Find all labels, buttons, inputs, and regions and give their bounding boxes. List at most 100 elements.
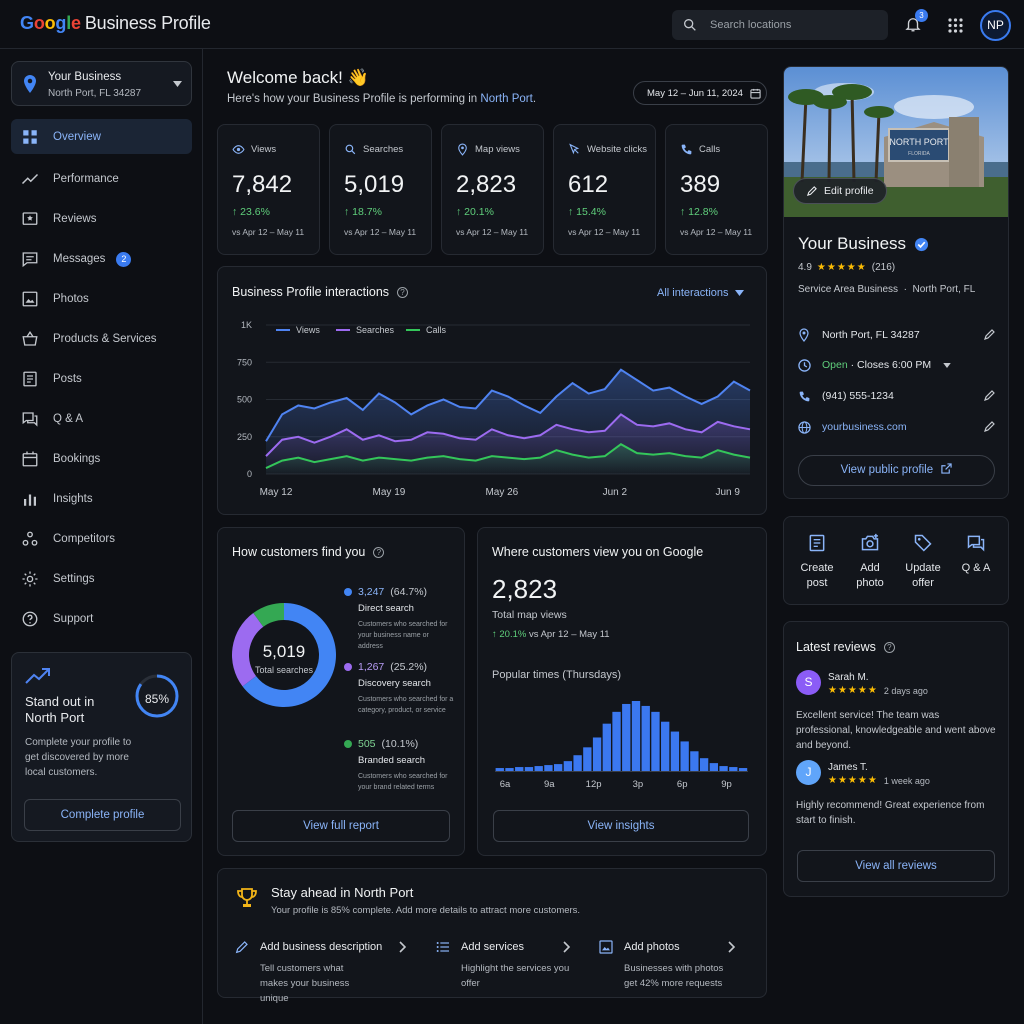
- hours-row[interactable]: Open · Closes 6:00 PM: [798, 355, 995, 375]
- sidebar-item-messages[interactable]: Messages 2: [11, 239, 192, 279]
- popular-times-bar[interactable]: [680, 741, 689, 771]
- website-row[interactable]: yourbusiness.com: [798, 417, 995, 437]
- sidebar-item-bookings[interactable]: Bookings: [11, 439, 192, 479]
- donut-slice-branded-search[interactable]: [253, 603, 284, 627]
- apps-grid-button[interactable]: [948, 18, 963, 33]
- popular-times-bar[interactable]: [505, 768, 514, 771]
- popular-times-bar[interactable]: [495, 768, 504, 771]
- edit-pencil-icon[interactable]: [983, 421, 995, 433]
- date-range-picker[interactable]: May 12 – Jun 11, 2024: [633, 81, 767, 105]
- caret-down-icon[interactable]: [943, 362, 951, 368]
- sidebar-item-posts[interactable]: Posts: [11, 359, 192, 399]
- stat-card-map-views[interactable]: Map views 2,823 ↑ 20.1% vs Apr 12 – May 11: [441, 124, 544, 255]
- popular-times-bar[interactable]: [583, 747, 592, 771]
- quick-action-update-offer[interactable]: Update offer: [898, 533, 948, 591]
- sidebar-item-performance[interactable]: Performance: [11, 159, 192, 199]
- stat-card-calls[interactable]: Calls 389 ↑ 12.8% vs Apr 12 – May 11: [665, 124, 768, 255]
- popular-times-bar[interactable]: [699, 758, 709, 771]
- popular-times-bar[interactable]: [553, 764, 563, 771]
- website-link[interactable]: yourbusiness.com: [822, 421, 907, 433]
- popular-times-bar[interactable]: [738, 768, 748, 771]
- logo-brand: Google: [20, 13, 81, 33]
- quick-action-create-post[interactable]: Create post: [792, 533, 842, 591]
- stat-card-searches[interactable]: Searches 5,019 ↑ 18.7% vs Apr 12 – May 11: [329, 124, 432, 255]
- suggestion-add-services[interactable]: Add services Highlight the services you o…: [435, 939, 615, 991]
- apps-grid-icon: [948, 18, 963, 33]
- sidebar-item-reviews[interactable]: Reviews: [11, 199, 192, 239]
- popular-times-bar[interactable]: [515, 767, 524, 771]
- edit-pencil-icon[interactable]: [983, 329, 995, 341]
- category-location: North Port, FL: [912, 284, 976, 295]
- notifications-button[interactable]: 3: [904, 9, 928, 33]
- sidebar-item-photos[interactable]: Photos: [11, 279, 192, 319]
- popular-times-bar[interactable]: [563, 761, 573, 771]
- welcome-subtitle: Here's how your Business Profile is perf…: [227, 93, 536, 105]
- stat-card-website-clicks[interactable]: Website clicks 612 ↑ 15.4% vs Apr 12 – May …: [553, 124, 656, 255]
- popular-times-bar[interactable]: [524, 767, 534, 771]
- phone-row[interactable]: (941) 555-1234: [798, 386, 995, 406]
- popular-times-bar[interactable]: [534, 766, 543, 771]
- sidebar-item-competitors[interactable]: Competitors: [11, 519, 192, 559]
- series-line-views[interactable]: [265, 368, 751, 442]
- donut-slice-discovery-search[interactable]: [232, 613, 264, 687]
- popular-times-bar[interactable]: [641, 705, 650, 771]
- popular-times-bar[interactable]: [602, 723, 611, 771]
- view-all-reviews-button[interactable]: View all reviews: [797, 850, 995, 882]
- suggestion-add-business-description[interactable]: Add business description Tell customers w…: [234, 939, 414, 1006]
- sidebar-item-q-a[interactable]: Q & A: [11, 399, 192, 439]
- popular-times-bar[interactable]: [622, 703, 631, 771]
- post-icon: [809, 534, 825, 552]
- complete-profile-button[interactable]: Complete profile: [24, 799, 181, 831]
- quick-action-add-photo[interactable]: Add photo: [845, 533, 895, 591]
- sidebar-item-insights[interactable]: Insights: [11, 479, 192, 519]
- sidebar-nav: Overview Performance Reviews Messages 2 Photo…: [11, 119, 192, 639]
- popular-times-bar[interactable]: [719, 766, 728, 771]
- reviewer-name[interactable]: James T.: [828, 762, 868, 773]
- chevron-right-icon: [399, 941, 407, 953]
- popular-times-bar[interactable]: [709, 763, 719, 771]
- interactions-filter-dropdown[interactable]: All interactions: [657, 287, 744, 299]
- help-icon[interactable]: ?: [883, 641, 895, 653]
- quick-action-q-a[interactable]: Q & A: [951, 533, 1001, 576]
- edit-pencil-icon[interactable]: [983, 390, 995, 402]
- sidebar-item-settings[interactable]: Settings: [11, 559, 192, 599]
- reviewer-name[interactable]: Sarah M.: [828, 672, 869, 683]
- popular-times-bar[interactable]: [592, 737, 602, 771]
- popular-times-bar[interactable]: [729, 767, 738, 771]
- donut-slice-direct-search[interactable]: [242, 603, 336, 707]
- subtitle-location[interactable]: North Port: [480, 93, 533, 105]
- interactions-line-chart: 0 250 500 750 1K May 12 May 19 May 26 Jun 2 Jun 9…: [237, 320, 751, 498]
- popular-times-bar[interactable]: [661, 721, 670, 771]
- account-avatar[interactable]: NP: [980, 10, 1011, 41]
- sidebar-item-support[interactable]: Support: [11, 599, 192, 639]
- sidebar-item-overview[interactable]: Overview: [11, 119, 192, 154]
- y-tick-label: 500: [237, 395, 252, 405]
- edit-profile-button[interactable]: Edit profile: [793, 178, 887, 204]
- popular-times-bar[interactable]: [690, 751, 699, 771]
- help-icon[interactable]: ?: [373, 546, 385, 558]
- stat-card-views[interactable]: Views 7,842 ↑ 23.6% vs Apr 12 – May 11: [217, 124, 320, 255]
- popular-times-bar[interactable]: [612, 711, 621, 771]
- address-row[interactable]: North Port, FL 34287: [798, 325, 995, 345]
- search-locations-input[interactable]: Search locations: [672, 10, 888, 40]
- popular-times-bar[interactable]: [544, 765, 553, 771]
- view-full-report-button[interactable]: View full report: [232, 810, 450, 842]
- series-line-calls[interactable]: [265, 443, 751, 469]
- view-public-profile-button[interactable]: View public profile: [798, 455, 995, 486]
- sidebar-item-products-services[interactable]: Products & Services: [11, 319, 192, 359]
- suggestion-add-photos[interactable]: Add photos Businesses with photos get 42%…: [598, 939, 778, 991]
- business-selector[interactable]: Your Business North Port, FL 34287: [11, 61, 192, 106]
- popular-times-bar[interactable]: [573, 755, 582, 771]
- rating-count[interactable]: (216): [871, 262, 896, 273]
- view-insights-button[interactable]: View insights: [493, 810, 749, 842]
- popular-times-bar[interactable]: [651, 711, 660, 771]
- series-line-searches[interactable]: [265, 413, 751, 457]
- help-icon[interactable]: ?: [397, 286, 409, 298]
- popular-times-bar[interactable]: [670, 731, 680, 771]
- bar-x-tick-label: 6a: [500, 779, 511, 790]
- popular-times-bar[interactable]: [631, 701, 641, 771]
- reviewer-avatar[interactable]: J: [796, 760, 821, 785]
- google-business-profile-logo[interactable]: Google Business Profile: [20, 13, 211, 34]
- reviewer-avatar[interactable]: S: [796, 670, 821, 695]
- review-time: 2 days ago: [883, 685, 928, 696]
